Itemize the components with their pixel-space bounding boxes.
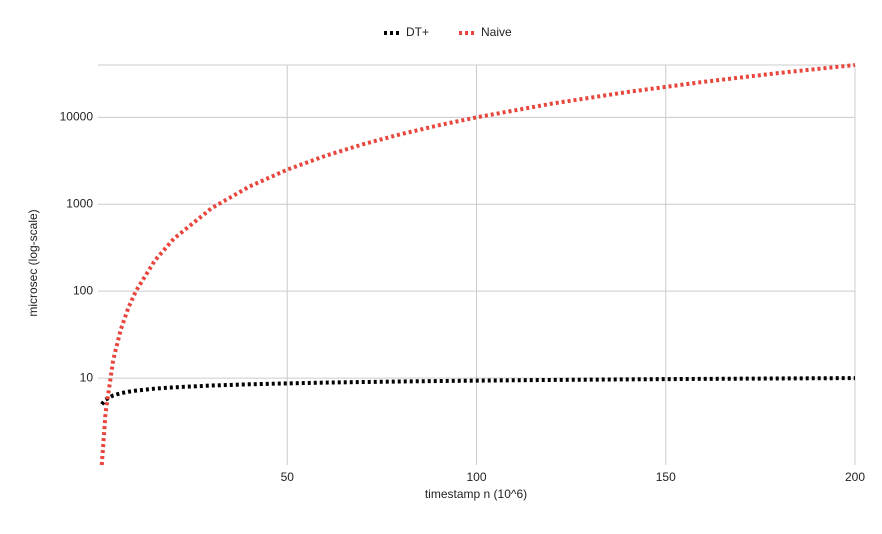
- legend: DT+ Naive: [384, 25, 512, 39]
- x-tick-label: 150: [656, 470, 676, 484]
- legend-label: DT+: [406, 25, 429, 39]
- x-tick-label: 50: [281, 470, 295, 484]
- y-axis-label: microsec (log-scale): [26, 209, 40, 316]
- x-tick-label: 200: [845, 470, 865, 484]
- x-axis-label: timestamp n (10^6): [425, 487, 527, 501]
- series-line: [100, 376, 856, 406]
- y-tick-label: 10: [80, 370, 94, 384]
- legend-label: Naive: [481, 25, 512, 39]
- y-tick-label: 10000: [60, 110, 94, 124]
- y-tick-label: 100: [73, 283, 93, 297]
- series-line: [99, 63, 856, 466]
- y-tick-label: 1000: [66, 196, 93, 210]
- x-tick-label: 100: [466, 470, 486, 484]
